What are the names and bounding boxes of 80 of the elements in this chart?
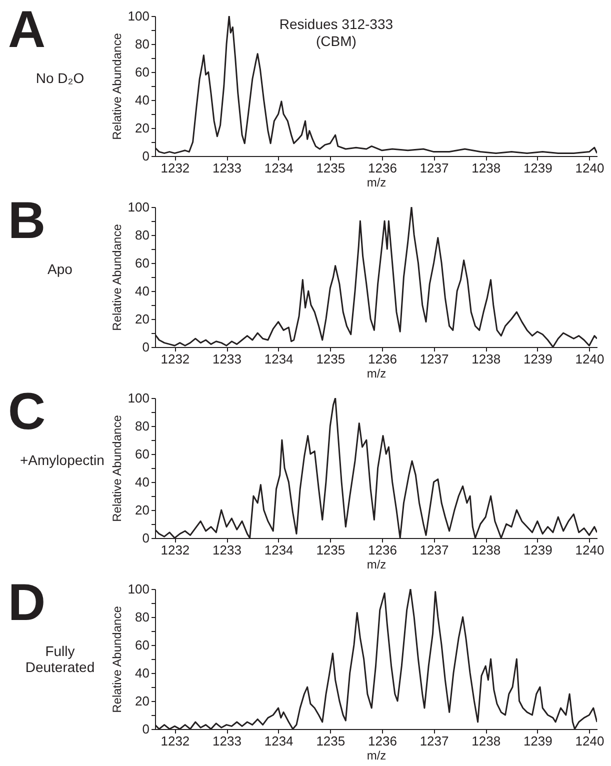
y-tick-label: 80 xyxy=(135,610,150,624)
y-tick-label: 60 xyxy=(135,638,150,652)
y-tick-label: 20 xyxy=(135,312,150,326)
y-tick-label: 100 xyxy=(128,8,150,24)
x-axis-title: m/z xyxy=(366,558,386,572)
y-tick-label: 60 xyxy=(135,446,150,462)
chart-title: B xyxy=(8,191,46,251)
annotation: Residues 312-333 xyxy=(279,16,394,32)
y-tick-label: 100 xyxy=(128,582,150,596)
text: No D₂O xyxy=(34,70,86,86)
y-tick-label: 80 xyxy=(135,418,150,434)
x-tick-label: 1234 xyxy=(264,734,294,748)
x-tick-label: 1234 xyxy=(264,352,294,366)
x-tick-label: 1239 xyxy=(523,542,552,558)
y-tick-label: 40 xyxy=(135,666,150,680)
y-tick-label: 0 xyxy=(142,530,150,546)
text: Fully Deuterated xyxy=(24,643,96,675)
x-tick-label: 1235 xyxy=(316,542,346,558)
x-tick-label: 1239 xyxy=(523,734,552,748)
x-tick-label: 1232 xyxy=(160,352,190,366)
x-tick-label: 1238 xyxy=(472,734,501,748)
annotation: (CBM) xyxy=(316,33,356,49)
y-axis-title: Relative Abundance xyxy=(110,32,124,140)
chart-title: A xyxy=(8,0,46,60)
x-tick-label: 1238 xyxy=(472,542,501,558)
line-series xyxy=(155,16,597,154)
y-tick-label: 0 xyxy=(142,340,150,354)
y-tick-label: 80 xyxy=(135,36,150,52)
x-tick-label: 1237 xyxy=(420,734,449,748)
x-axis-title: m/z xyxy=(366,366,386,380)
x-tick-label: 1233 xyxy=(212,734,242,748)
x-tick-label: 1237 xyxy=(420,160,449,176)
x-tick-label: 1237 xyxy=(420,352,449,366)
y-tick-label: 100 xyxy=(128,390,150,406)
x-tick-label: 1234 xyxy=(264,542,294,558)
x-tick-label: 1240 xyxy=(575,542,604,558)
y-axis-title: Relative Abundance xyxy=(110,224,124,331)
x-tick-label: 1233 xyxy=(212,352,242,366)
y-tick-label: 20 xyxy=(135,120,150,136)
y-tick-label: 60 xyxy=(135,256,150,270)
line-series xyxy=(155,589,597,729)
x-tick-label: 1238 xyxy=(472,160,501,176)
x-tick-label: 1240 xyxy=(575,734,604,748)
x-tick-label: 1232 xyxy=(160,160,190,176)
y-tick-label: 40 xyxy=(135,284,150,298)
x-tick-label: 1236 xyxy=(368,352,397,366)
x-tick-label: 1237 xyxy=(420,542,449,558)
chart-title: D xyxy=(8,573,46,633)
x-tick-label: 1234 xyxy=(264,160,294,176)
x-tick-label: 1232 xyxy=(160,734,190,748)
x-tick-label: 1236 xyxy=(368,734,397,748)
x-tick-label: 1236 xyxy=(368,160,397,176)
x-tick-label: 1233 xyxy=(212,160,242,176)
y-tick-label: 60 xyxy=(135,64,150,80)
x-tick-label: 1235 xyxy=(316,160,346,176)
y-tick-label: 100 xyxy=(128,200,150,214)
y-tick-label: 20 xyxy=(135,502,150,518)
x-tick-label: 1238 xyxy=(472,352,501,366)
y-tick-label: 40 xyxy=(135,92,150,108)
y-axis-title: Relative Abundance xyxy=(110,606,124,713)
y-tick-label: 20 xyxy=(135,694,150,708)
y-tick-label: 0 xyxy=(142,148,150,164)
x-tick-label: 1235 xyxy=(316,734,346,748)
x-tick-label: 1239 xyxy=(523,352,552,366)
x-axis-title: m/z xyxy=(366,748,386,762)
text: +Amylopectin xyxy=(20,452,104,468)
x-tick-label: 1236 xyxy=(368,542,397,558)
x-tick-label: 1232 xyxy=(160,542,190,558)
x-axis-title: m/z xyxy=(366,176,386,190)
y-tick-label: 0 xyxy=(142,722,150,736)
x-tick-label: 1240 xyxy=(575,160,604,176)
x-tick-label: 1235 xyxy=(316,352,346,366)
x-tick-label: 1240 xyxy=(575,352,604,366)
text: Apo xyxy=(46,261,74,277)
y-tick-label: 80 xyxy=(135,228,150,242)
x-tick-label: 1239 xyxy=(523,160,552,176)
y-tick-label: 40 xyxy=(135,474,150,490)
chart-title: C xyxy=(8,382,46,442)
y-axis-title: Relative Abundance xyxy=(110,414,124,522)
x-tick-label: 1233 xyxy=(212,542,242,558)
